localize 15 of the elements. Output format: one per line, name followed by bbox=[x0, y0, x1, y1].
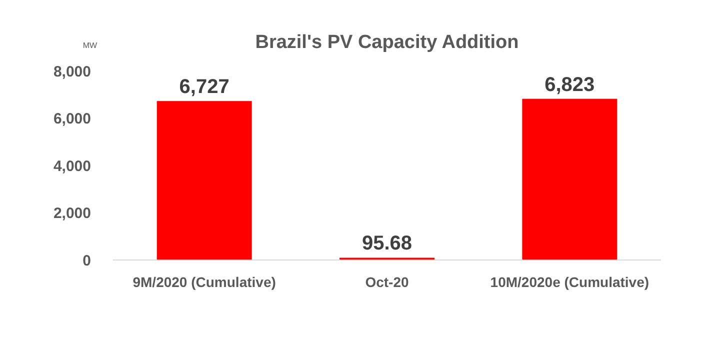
y-tick-label: 4,000 bbox=[53, 158, 91, 175]
data-label: 6,823 bbox=[544, 74, 595, 96]
bar bbox=[522, 98, 618, 260]
data-label: 6,727 bbox=[179, 76, 230, 98]
x-tick-label: 10M/2020e (Cumulative) bbox=[490, 274, 650, 290]
y-tick-label: 6,000 bbox=[53, 110, 91, 128]
y-tick-label: 0 bbox=[82, 252, 91, 270]
bar bbox=[156, 101, 252, 260]
data-label: 95.68 bbox=[362, 232, 412, 255]
x-tick-label: 9M/2020 (Cumulative) bbox=[132, 274, 276, 290]
chart-title: Brazil's PV Capacity Addition bbox=[255, 32, 519, 53]
x-tick-label: Oct-20 bbox=[365, 274, 409, 290]
y-tick-label: 2,000 bbox=[53, 205, 91, 222]
y-tick-label: 8,000 bbox=[53, 63, 91, 80]
y-axis-title: MW bbox=[82, 41, 98, 50]
